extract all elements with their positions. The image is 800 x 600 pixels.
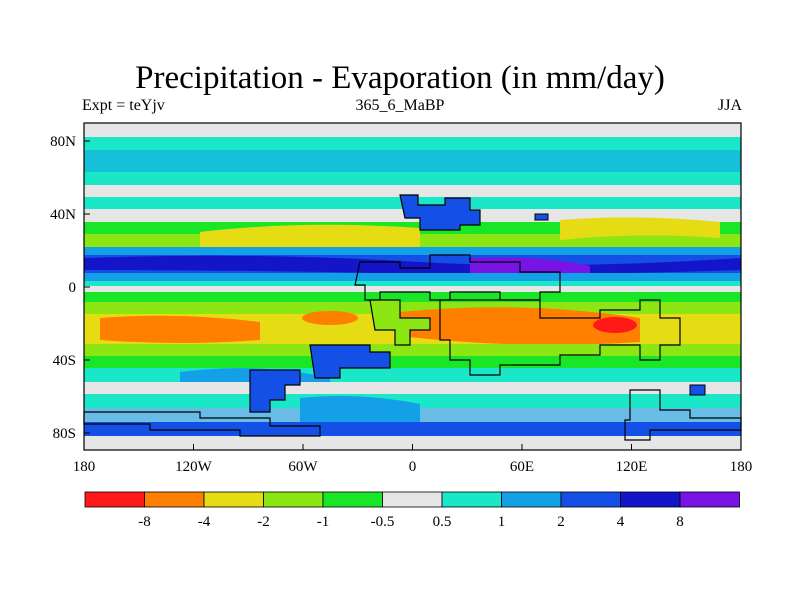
y-tick-label: 40N	[50, 207, 76, 223]
colorbar-swatch	[84, 491, 145, 508]
colorbar-label: -2	[257, 514, 270, 530]
y-tick-label: 80S	[53, 426, 76, 442]
colorbar-label: -1	[317, 514, 330, 530]
colorbar-label: -0.5	[371, 514, 395, 530]
x-tick-label: 180	[730, 459, 753, 475]
colorbar-swatch	[263, 491, 324, 508]
field-map	[83, 123, 742, 450]
season-label: JJA	[717, 97, 742, 114]
x-tick-label: 60W	[288, 459, 318, 475]
colorbar-swatch	[620, 491, 681, 508]
colorbar-swatch	[322, 491, 383, 508]
map-title: Precipitation - Evaporation (in mm/day)	[135, 60, 665, 96]
period-label: 365_6_MaBP	[355, 97, 445, 114]
colorbar-swatch	[679, 491, 740, 508]
colorbar-label: -8	[138, 514, 151, 530]
colorbar-label: 0.5	[433, 514, 452, 530]
x-tick-label: 60E	[510, 459, 534, 475]
y-tick-label: 80N	[50, 134, 76, 150]
colorbar-swatch	[203, 491, 264, 508]
colorbar-label: 8	[676, 514, 684, 530]
colorbar-label: 4	[617, 514, 625, 530]
axis-ticks	[83, 140, 742, 450]
colorbar-label: -4	[198, 514, 211, 530]
colorbar-swatch	[441, 491, 502, 508]
y-tick-label: 0	[69, 280, 77, 296]
colorbar-swatch	[501, 491, 562, 508]
colorbar-swatch	[144, 491, 205, 508]
colorbar-label: 2	[557, 514, 565, 530]
colorbar-swatch	[560, 491, 621, 508]
y-tick-label: 40S	[53, 353, 76, 369]
x-tick-label: 180	[73, 459, 96, 475]
x-tick-label: 120W	[175, 459, 213, 475]
experiment-label: Expt = teYjv	[82, 97, 165, 114]
colorbar-swatch	[382, 491, 443, 508]
x-tick-label: 120E	[616, 459, 648, 475]
colorbar: -8 -4 -2 -1 -0.5 0.5 1 2 4 8	[84, 491, 740, 530]
colorbar-label: 1	[498, 514, 506, 530]
x-tick-label: 0	[409, 459, 417, 475]
